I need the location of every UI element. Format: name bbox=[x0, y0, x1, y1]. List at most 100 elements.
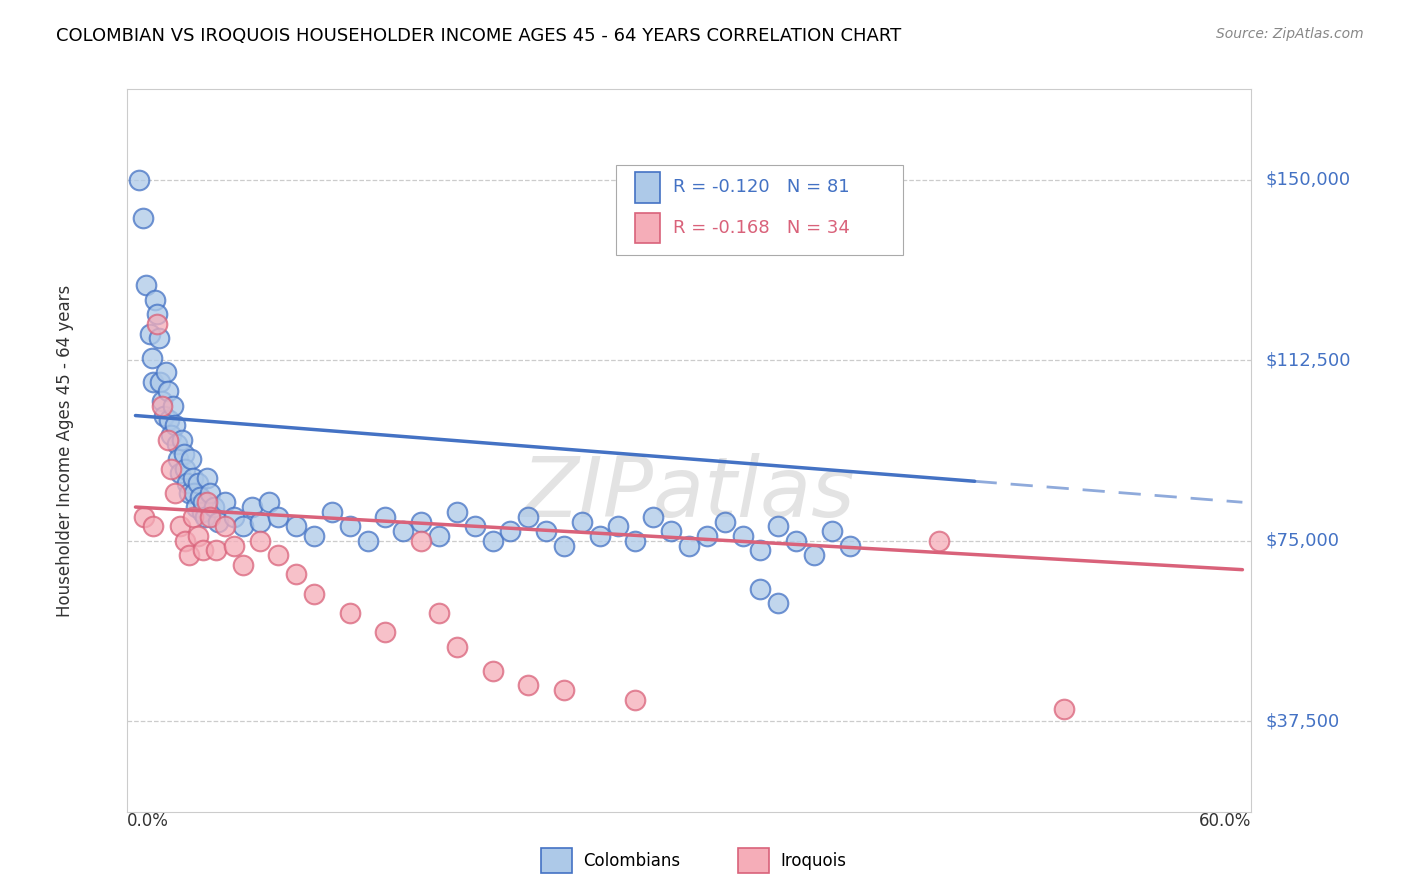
Text: 60.0%: 60.0% bbox=[1199, 812, 1251, 830]
Text: R = -0.120   N = 81: R = -0.120 N = 81 bbox=[673, 178, 849, 196]
Point bbox=[169, 519, 191, 533]
Point bbox=[160, 427, 183, 442]
Point bbox=[169, 467, 191, 481]
Text: Source: ZipAtlas.com: Source: ZipAtlas.com bbox=[1216, 27, 1364, 41]
Point bbox=[481, 533, 503, 548]
Point bbox=[267, 548, 290, 562]
Point bbox=[195, 495, 218, 509]
Point bbox=[202, 500, 225, 514]
Point bbox=[128, 172, 150, 186]
Point bbox=[146, 307, 169, 321]
Point bbox=[170, 433, 193, 447]
Point bbox=[446, 640, 468, 654]
Point bbox=[240, 500, 263, 514]
Point bbox=[135, 278, 157, 293]
Point bbox=[749, 543, 772, 558]
Point bbox=[232, 519, 254, 533]
Point bbox=[427, 529, 450, 543]
Point bbox=[553, 683, 575, 698]
Point bbox=[749, 582, 772, 596]
Point bbox=[321, 505, 343, 519]
Point bbox=[181, 471, 204, 485]
Point bbox=[143, 293, 166, 307]
Point bbox=[838, 539, 860, 553]
Point bbox=[446, 505, 468, 519]
Point bbox=[696, 529, 718, 543]
Point bbox=[188, 491, 211, 505]
Point bbox=[392, 524, 415, 538]
Point bbox=[232, 558, 254, 572]
FancyBboxPatch shape bbox=[636, 172, 659, 202]
Point bbox=[166, 437, 188, 451]
Point bbox=[177, 485, 200, 500]
Point bbox=[141, 351, 163, 365]
Text: Iroquois: Iroquois bbox=[780, 852, 846, 870]
Point bbox=[427, 606, 450, 620]
FancyBboxPatch shape bbox=[616, 165, 903, 255]
Point bbox=[374, 625, 396, 640]
Point bbox=[156, 384, 179, 399]
Point bbox=[928, 533, 950, 548]
Point bbox=[481, 664, 503, 678]
Point bbox=[624, 533, 647, 548]
Point bbox=[186, 500, 208, 514]
Point bbox=[177, 548, 200, 562]
Point bbox=[176, 475, 198, 490]
Point bbox=[659, 524, 682, 538]
Text: 0.0%: 0.0% bbox=[127, 812, 169, 830]
Point bbox=[803, 548, 825, 562]
Point bbox=[606, 519, 628, 533]
Point bbox=[155, 365, 177, 379]
Point bbox=[180, 451, 202, 466]
Point bbox=[302, 529, 325, 543]
Point bbox=[214, 495, 236, 509]
Point bbox=[374, 509, 396, 524]
Point bbox=[571, 515, 593, 529]
Point bbox=[517, 678, 540, 692]
Text: COLOMBIAN VS IROQUOIS HOUSEHOLDER INCOME AGES 45 - 64 YEARS CORRELATION CHART: COLOMBIAN VS IROQUOIS HOUSEHOLDER INCOME… bbox=[56, 27, 901, 45]
Point bbox=[534, 524, 557, 538]
Point bbox=[160, 461, 183, 475]
Point bbox=[156, 433, 179, 447]
Point bbox=[163, 418, 186, 433]
Point bbox=[193, 543, 215, 558]
Point bbox=[259, 495, 281, 509]
Point bbox=[174, 533, 197, 548]
Point bbox=[162, 399, 184, 413]
Text: Colombians: Colombians bbox=[583, 852, 681, 870]
Point bbox=[249, 515, 271, 529]
Point bbox=[131, 211, 153, 225]
Point bbox=[148, 331, 170, 345]
Text: Householder Income Ages 45 - 64 years: Householder Income Ages 45 - 64 years bbox=[56, 285, 73, 616]
Point bbox=[142, 375, 165, 389]
Point bbox=[190, 505, 212, 519]
Point bbox=[193, 495, 215, 509]
Text: $150,000: $150,000 bbox=[1265, 170, 1351, 188]
Text: R = -0.168   N = 34: R = -0.168 N = 34 bbox=[673, 219, 851, 237]
Text: ZIPatlas: ZIPatlas bbox=[522, 453, 856, 534]
Text: $37,500: $37,500 bbox=[1265, 713, 1340, 731]
Point bbox=[766, 596, 789, 610]
Point bbox=[150, 394, 173, 409]
Point bbox=[285, 519, 308, 533]
Point bbox=[194, 509, 217, 524]
Point bbox=[142, 519, 165, 533]
Point bbox=[553, 539, 575, 553]
Point bbox=[181, 509, 204, 524]
Point bbox=[339, 606, 361, 620]
Point bbox=[267, 509, 290, 524]
Point bbox=[173, 447, 195, 461]
Point bbox=[643, 509, 665, 524]
Point bbox=[302, 587, 325, 601]
Point bbox=[183, 485, 205, 500]
Point bbox=[356, 533, 378, 548]
Point bbox=[713, 515, 735, 529]
Point bbox=[411, 533, 433, 548]
Point bbox=[285, 567, 308, 582]
Point bbox=[785, 533, 807, 548]
Point bbox=[207, 515, 229, 529]
FancyBboxPatch shape bbox=[636, 213, 659, 244]
Point bbox=[187, 475, 209, 490]
Point bbox=[589, 529, 612, 543]
Point bbox=[187, 529, 209, 543]
